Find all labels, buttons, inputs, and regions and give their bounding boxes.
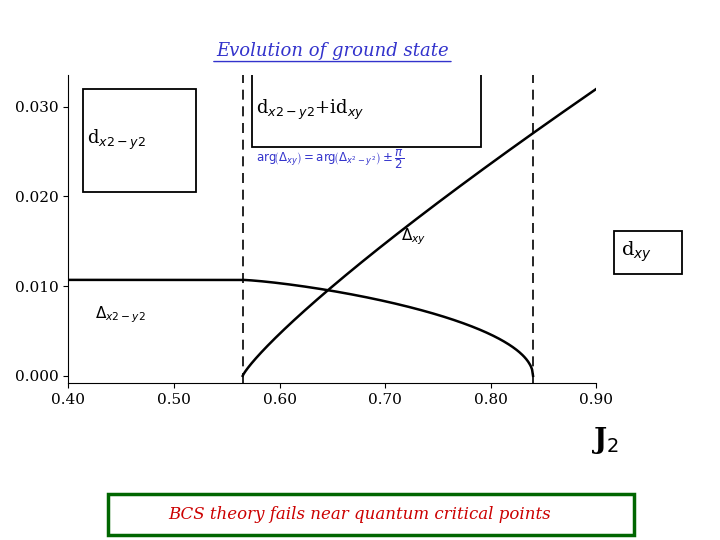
Text: $\Delta_{x2-y2}$: $\Delta_{x2-y2}$ (95, 305, 145, 325)
FancyBboxPatch shape (84, 89, 197, 192)
Text: $\Delta_{xy}$: $\Delta_{xy}$ (401, 227, 426, 247)
Text: J$_2$: J$_2$ (591, 425, 619, 456)
FancyBboxPatch shape (252, 71, 481, 147)
Text: d$_{xy}$: d$_{xy}$ (621, 240, 652, 265)
Text: d$_{x2-y2}$: d$_{x2-y2}$ (87, 128, 145, 152)
Text: Evolution of ground state: Evolution of ground state (216, 42, 449, 60)
FancyBboxPatch shape (614, 231, 682, 274)
Text: BCS theory fails near quantum critical points: BCS theory fails near quantum critical p… (168, 505, 552, 523)
Text: d$_{x2-y2}$+id$_{xy}$: d$_{x2-y2}$+id$_{xy}$ (256, 97, 364, 122)
Text: $\mathrm{arg}\!\left(\Delta_{xy}\right)=\mathrm{arg}\!\left(\Delta_{x^2-y^2}\rig: $\mathrm{arg}\!\left(\Delta_{xy}\right)=… (256, 147, 405, 171)
